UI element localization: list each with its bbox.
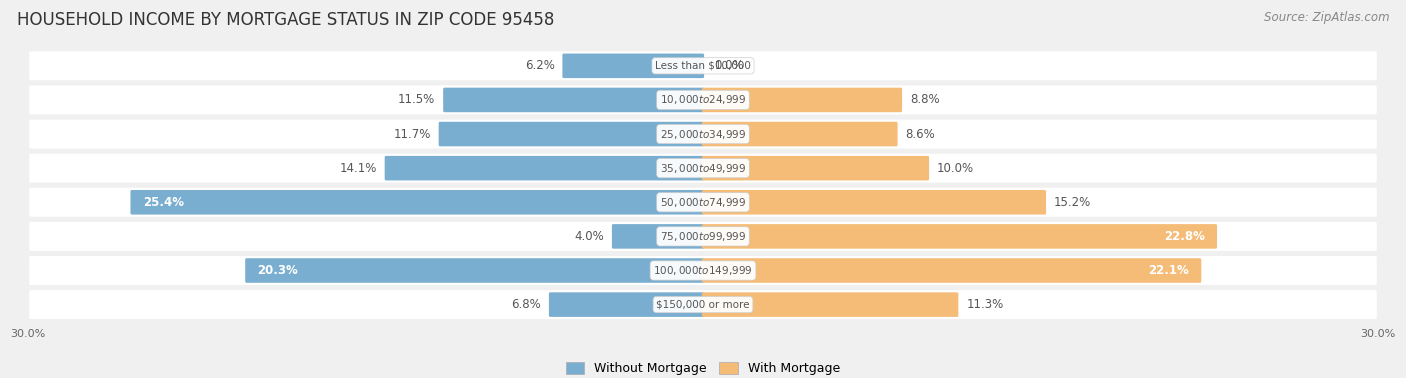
FancyBboxPatch shape bbox=[30, 119, 1376, 149]
FancyBboxPatch shape bbox=[702, 292, 959, 317]
Text: HOUSEHOLD INCOME BY MORTGAGE STATUS IN ZIP CODE 95458: HOUSEHOLD INCOME BY MORTGAGE STATUS IN Z… bbox=[17, 11, 554, 29]
Text: $150,000 or more: $150,000 or more bbox=[657, 300, 749, 310]
Text: $35,000 to $49,999: $35,000 to $49,999 bbox=[659, 162, 747, 175]
FancyBboxPatch shape bbox=[702, 258, 1201, 283]
FancyBboxPatch shape bbox=[30, 188, 1376, 217]
Text: 11.5%: 11.5% bbox=[398, 93, 436, 107]
Text: Less than $10,000: Less than $10,000 bbox=[655, 61, 751, 71]
Text: 6.8%: 6.8% bbox=[512, 298, 541, 311]
Text: 6.2%: 6.2% bbox=[524, 59, 554, 72]
Legend: Without Mortgage, With Mortgage: Without Mortgage, With Mortgage bbox=[561, 357, 845, 378]
FancyBboxPatch shape bbox=[702, 122, 897, 146]
Text: 10.0%: 10.0% bbox=[936, 162, 974, 175]
FancyBboxPatch shape bbox=[702, 224, 1218, 249]
FancyBboxPatch shape bbox=[439, 122, 704, 146]
FancyBboxPatch shape bbox=[30, 222, 1376, 251]
Text: $100,000 to $149,999: $100,000 to $149,999 bbox=[654, 264, 752, 277]
FancyBboxPatch shape bbox=[30, 85, 1376, 115]
Text: 11.3%: 11.3% bbox=[966, 298, 1004, 311]
Text: 14.1%: 14.1% bbox=[339, 162, 377, 175]
FancyBboxPatch shape bbox=[562, 54, 704, 78]
Text: $50,000 to $74,999: $50,000 to $74,999 bbox=[659, 196, 747, 209]
FancyBboxPatch shape bbox=[30, 154, 1376, 183]
Text: 8.6%: 8.6% bbox=[905, 127, 935, 141]
FancyBboxPatch shape bbox=[385, 156, 704, 180]
Text: 22.1%: 22.1% bbox=[1149, 264, 1189, 277]
Text: 4.0%: 4.0% bbox=[574, 230, 605, 243]
FancyBboxPatch shape bbox=[702, 190, 1046, 215]
Text: 0.0%: 0.0% bbox=[714, 59, 744, 72]
FancyBboxPatch shape bbox=[30, 256, 1376, 285]
Text: 11.7%: 11.7% bbox=[394, 127, 430, 141]
Text: 8.8%: 8.8% bbox=[910, 93, 939, 107]
FancyBboxPatch shape bbox=[702, 88, 903, 112]
FancyBboxPatch shape bbox=[443, 88, 704, 112]
FancyBboxPatch shape bbox=[548, 292, 704, 317]
Text: 22.8%: 22.8% bbox=[1164, 230, 1205, 243]
Text: Source: ZipAtlas.com: Source: ZipAtlas.com bbox=[1264, 11, 1389, 24]
FancyBboxPatch shape bbox=[131, 190, 704, 215]
Text: 25.4%: 25.4% bbox=[143, 196, 184, 209]
Text: $75,000 to $99,999: $75,000 to $99,999 bbox=[659, 230, 747, 243]
Text: $25,000 to $34,999: $25,000 to $34,999 bbox=[659, 127, 747, 141]
FancyBboxPatch shape bbox=[612, 224, 704, 249]
FancyBboxPatch shape bbox=[702, 156, 929, 180]
Text: $10,000 to $24,999: $10,000 to $24,999 bbox=[659, 93, 747, 107]
FancyBboxPatch shape bbox=[30, 290, 1376, 319]
FancyBboxPatch shape bbox=[245, 258, 704, 283]
FancyBboxPatch shape bbox=[30, 51, 1376, 81]
Text: 15.2%: 15.2% bbox=[1054, 196, 1091, 209]
Text: 20.3%: 20.3% bbox=[257, 264, 298, 277]
